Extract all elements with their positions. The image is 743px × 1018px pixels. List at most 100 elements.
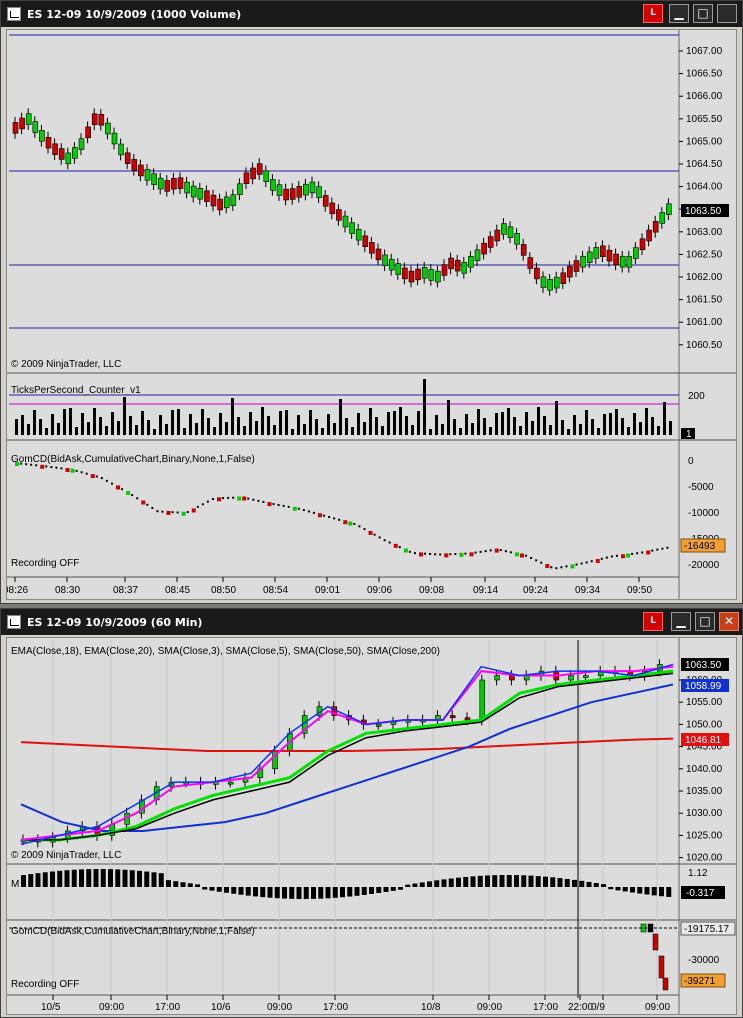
osc-bar: [535, 876, 541, 887]
gom-dot: [449, 553, 452, 556]
price-tick-label: 1062.00: [686, 272, 723, 283]
osc-bar: [137, 870, 142, 887]
minimize-button[interactable]: ▁: [669, 4, 689, 23]
gom-dot: [60, 467, 63, 470]
gom-dot: [424, 552, 427, 555]
osc-bar: [274, 887, 280, 899]
ticks-bar: [201, 409, 204, 435]
chart-canvas-2[interactable]: 1060.001055.001050.001045.001040.001035.…: [7, 638, 737, 1014]
osc-bar: [158, 873, 164, 887]
ticks-bar: [15, 419, 18, 435]
osc-bar: [586, 881, 592, 887]
gom-indicator-label-2: GomCD(BidAsk,CumulativeChart,Binary,None…: [11, 926, 255, 937]
maximize-button-2[interactable]: □: [695, 612, 715, 631]
osc-bar: [427, 881, 432, 887]
maximize-button[interactable]: □: [693, 4, 713, 23]
candle-body: [58, 148, 65, 160]
gom-dot: [595, 558, 600, 563]
ticks-bar: [669, 421, 672, 435]
osc-bar: [231, 887, 237, 894]
ticks-bars: [15, 379, 672, 435]
gom-dots: [15, 462, 669, 570]
close-button-2[interactable]: ✕: [719, 612, 739, 631]
ticks-bar: [573, 415, 576, 435]
window-title-bar[interactable]: ES 12-09 10/9/2009 (1000 Volume) L ▁ □: [1, 1, 742, 27]
gom-dot: [661, 547, 664, 550]
gom-dot: [610, 555, 613, 558]
gom-dot: [570, 564, 575, 569]
ticks-bar: [567, 429, 570, 435]
chart-canvas-1[interactable]: 1067.00 1066.50 1066.00 1065.50 1065.00 1064.…: [7, 30, 737, 599]
candle-body: [534, 267, 540, 280]
gom-dot: [201, 503, 204, 506]
gom2-bar: [662, 977, 669, 991]
osc-bar: [651, 887, 657, 896]
gom-dot: [105, 479, 108, 482]
window-title-bar-2[interactable]: ES 12-09 10/9/2009 (60 Min) L ▁ □ ✕: [1, 609, 742, 635]
ticks-bar: [207, 418, 210, 435]
ticks-bar: [465, 414, 468, 435]
price-tick-label-2: 1030.00: [686, 808, 723, 819]
candle-body: [12, 122, 19, 134]
gom-dot: [535, 559, 538, 562]
candle-body: [448, 257, 454, 270]
gom-dot: [464, 552, 467, 555]
gom-last-marker: [680, 538, 726, 553]
candle-body: [626, 256, 633, 268]
link-button[interactable]: L: [643, 4, 663, 23]
gom-dot: [429, 552, 432, 555]
osc-bar: [151, 872, 157, 887]
gom-dot: [368, 530, 373, 535]
candle-body-2: [479, 679, 486, 721]
candle-body: [369, 242, 375, 254]
osc-bar: [79, 869, 84, 887]
candle-body-2: [375, 724, 382, 727]
candle-body: [600, 245, 606, 257]
candle-body: [263, 170, 270, 182]
ticks-bar: [543, 416, 546, 435]
gom2-ref-value: -19175.17: [684, 924, 729, 935]
gom-dot: [237, 496, 242, 501]
candle-body: [666, 203, 672, 215]
candle-body: [606, 249, 613, 262]
candle-body: [580, 255, 586, 268]
price-tick-label: 1067.00: [686, 46, 723, 57]
ticks-bar: [399, 407, 402, 435]
ema20-line: [21, 672, 674, 841]
candle-body: [171, 177, 177, 190]
chart-area-1[interactable]: 1067.00 1066.50 1066.00 1065.50 1065.00 1064.…: [6, 29, 737, 600]
osc-bar: [347, 887, 353, 897]
candle-body: [487, 236, 494, 248]
price-tick-label: 1065.50: [686, 114, 723, 125]
gom-dot: [307, 510, 310, 513]
ticks-bar: [291, 429, 294, 435]
ticks-bar: [645, 408, 648, 435]
gom-dot: [580, 562, 583, 565]
gom-dot: [469, 552, 474, 557]
candle-body: [296, 186, 303, 198]
osc-bar: [601, 884, 606, 887]
osc-bar: [296, 887, 302, 899]
gom-dot: [50, 466, 53, 469]
candle-body: [514, 233, 520, 245]
osc-bar: [166, 880, 171, 887]
gom-dot: [206, 500, 209, 503]
candle-body-2: [568, 675, 574, 681]
candle-body: [435, 270, 441, 283]
link-button-2[interactable]: L: [643, 612, 663, 631]
candle-body: [336, 209, 342, 221]
candle-body: [270, 179, 276, 191]
price-axis: 1067.00 1066.50 1066.00 1065.50 1065.00 1064.…: [679, 46, 723, 351]
chart-area-2[interactable]: 1060.001055.001050.001045.001040.001035.…: [6, 637, 737, 1015]
osc-bar: [666, 887, 672, 897]
osc-bar: [253, 887, 258, 897]
minimize-button-2[interactable]: ▁: [671, 612, 691, 631]
ticks-bar: [57, 423, 60, 435]
gom-dot: [408, 550, 411, 553]
osc-bar: [579, 880, 585, 887]
gom-dot: [171, 511, 174, 514]
candle-body: [560, 272, 567, 284]
candle-body: [520, 244, 527, 256]
ticks-bar: [609, 413, 612, 435]
ticks-bar: [483, 418, 486, 435]
